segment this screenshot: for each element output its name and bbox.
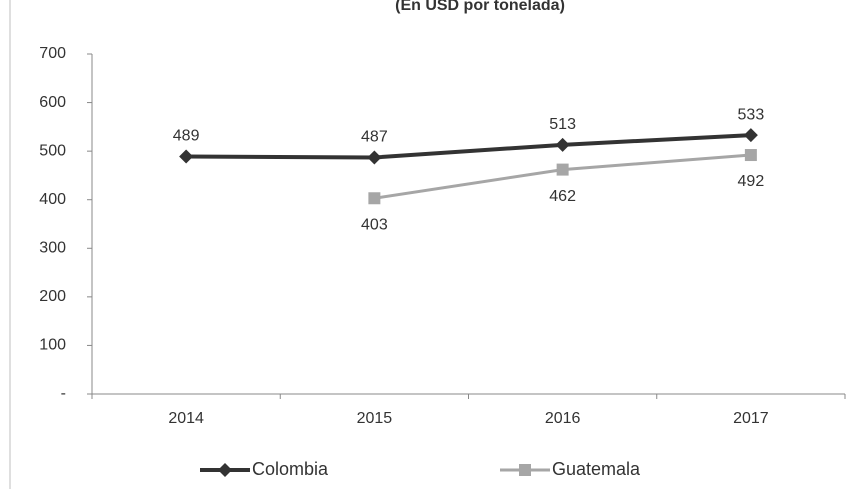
data-label: 492 bbox=[738, 173, 765, 190]
point-marker bbox=[179, 149, 194, 164]
chart-frame bbox=[9, 0, 11, 489]
point-marker bbox=[744, 149, 757, 162]
y-tick-label: 500 bbox=[39, 142, 66, 159]
data-label: 487 bbox=[361, 129, 388, 146]
x-tick-label: 2014 bbox=[168, 410, 204, 427]
point-marker bbox=[367, 150, 382, 165]
y-tick-label: 400 bbox=[39, 191, 66, 208]
legend-label: Colombia bbox=[252, 459, 329, 479]
point-marker bbox=[519, 464, 531, 476]
point-marker bbox=[218, 463, 232, 477]
data-label: 513 bbox=[549, 116, 576, 133]
point-marker bbox=[556, 163, 569, 176]
series-line bbox=[186, 133, 751, 160]
data-label: 533 bbox=[738, 106, 765, 123]
legend-label: Guatemala bbox=[552, 459, 641, 479]
y-tick-label: 200 bbox=[39, 288, 66, 305]
y-tick-label: 600 bbox=[39, 94, 66, 111]
chart-subtitle: (En USD por tonelada) bbox=[395, 0, 565, 14]
data-label: 489 bbox=[173, 128, 200, 145]
y-tick-label: 100 bbox=[39, 337, 66, 354]
point-marker bbox=[555, 137, 570, 152]
x-tick-label: 2016 bbox=[545, 410, 581, 427]
data-label: 403 bbox=[361, 216, 388, 233]
y-tick-label: - bbox=[61, 385, 66, 402]
y-tick-label: 300 bbox=[39, 240, 66, 257]
x-tick-label: 2015 bbox=[357, 410, 393, 427]
point-marker bbox=[368, 192, 381, 205]
y-tick-label: 700 bbox=[39, 45, 66, 62]
data-label: 462 bbox=[549, 188, 576, 205]
point-marker bbox=[743, 128, 758, 143]
x-tick-label: 2017 bbox=[733, 410, 769, 427]
